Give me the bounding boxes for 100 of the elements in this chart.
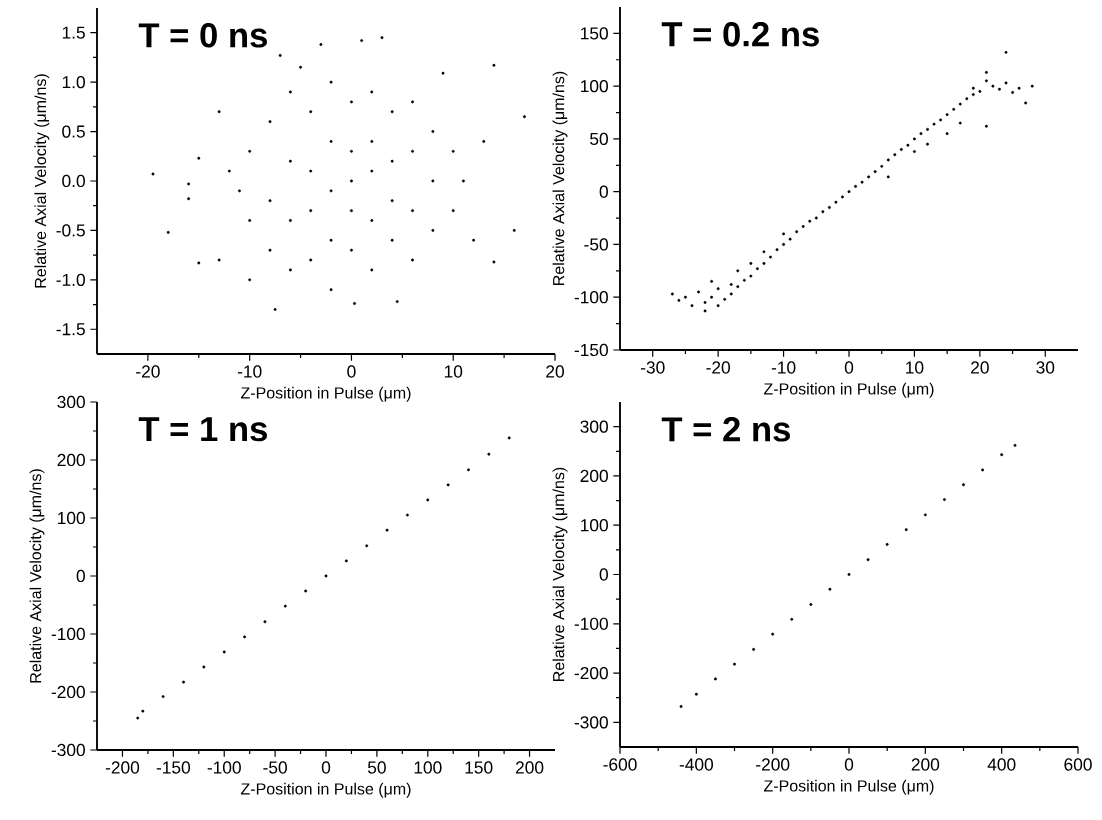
x-axis-title: Z-Position in Pulse (μm) — [240, 782, 411, 798]
y-tick-label: 200 — [57, 453, 85, 467]
y-tick-label: -300 — [51, 743, 85, 757]
x-tick-label: -200 — [105, 761, 140, 774]
point — [771, 632, 775, 636]
x-tick-label: 200 — [911, 758, 940, 771]
point — [809, 603, 813, 607]
y-tick-label: 0 — [599, 185, 608, 198]
x-axis-title: Z-Position in Pulse (μm) — [763, 779, 934, 795]
x-tick-label: -100 — [207, 761, 241, 774]
point — [679, 705, 683, 709]
x-tick-label: 150 — [465, 761, 493, 774]
x-tick-label: -20 — [706, 361, 730, 374]
x-tick-label: -150 — [156, 761, 191, 774]
point — [426, 498, 430, 502]
y-tick-label: 100 — [581, 80, 608, 93]
point — [962, 483, 965, 487]
x-tick-label: 200 — [515, 761, 544, 774]
point — [866, 558, 870, 562]
y-tick-label: 0 — [599, 568, 608, 581]
y-tick-label: 0 — [76, 569, 85, 583]
y-tick-label: -50 — [584, 238, 608, 251]
point — [828, 587, 832, 591]
y-tick-label: -1.5 — [56, 323, 85, 336]
x-tick-label: 0 — [844, 361, 854, 374]
x-tick-label: 20 — [971, 361, 989, 374]
point — [1000, 453, 1004, 457]
point — [161, 695, 165, 699]
point — [847, 573, 851, 576]
x-tick-label: 10 — [906, 361, 924, 374]
point — [141, 709, 145, 713]
x-tick-label: -200 — [756, 758, 790, 771]
x-tick-label: -10 — [237, 365, 262, 378]
y-tick-label: -300 — [574, 716, 608, 729]
point — [222, 650, 226, 654]
point — [1013, 443, 1017, 447]
x-tick-label: 0 — [347, 365, 356, 378]
point — [981, 468, 985, 472]
point — [713, 677, 717, 681]
x-tick-label: -50 — [263, 761, 287, 774]
x-tick-label: 400 — [987, 758, 1016, 771]
y-tick-label: -150 — [574, 343, 608, 357]
y-tick-label: 100 — [581, 519, 608, 532]
x-tick-label: 50 — [367, 761, 386, 774]
x-tick-label: -400 — [679, 758, 714, 771]
point — [904, 528, 908, 532]
point — [136, 716, 140, 720]
y-tick-label: -200 — [51, 685, 85, 699]
point — [385, 528, 389, 532]
y-tick-label: 200 — [580, 469, 608, 483]
chart-title: T = 2 ns — [661, 417, 790, 442]
y-tick-label: 1.0 — [62, 75, 85, 89]
y-tick-label: -0.5 — [56, 224, 85, 237]
chart-title: T = 0.2 ns — [661, 21, 819, 47]
point — [263, 620, 267, 624]
x-tick-label: -30 — [640, 361, 665, 374]
y-axis-title: Relative Axial Velocity (μm/ns) — [29, 469, 45, 683]
y-tick-label: 300 — [57, 395, 85, 409]
x-tick-label: -600 — [603, 758, 637, 771]
point — [790, 617, 794, 621]
y-tick-label: 0.0 — [62, 174, 85, 188]
y-axis-title: Relative Axial Velocity (μm/ns) — [34, 74, 50, 288]
point — [446, 483, 450, 487]
y-axis-title: Relative Axial Velocity (μm/ns) — [552, 467, 568, 681]
chart-title: T = 1 ns — [138, 417, 267, 442]
y-tick-label: 150 — [581, 27, 608, 40]
y-axis-title: Relative Axial Velocity (μm/ns) — [552, 71, 568, 285]
x-tick-label: 0 — [844, 758, 854, 771]
point — [304, 589, 308, 593]
y-tick-label: -1.0 — [56, 273, 85, 286]
x-tick-label: 30 — [1036, 361, 1055, 374]
y-tick-label: -200 — [574, 666, 608, 680]
y-tick-label: 100 — [58, 511, 85, 525]
y-tick-label: 1.5 — [62, 26, 85, 39]
x-tick-label: -20 — [136, 365, 160, 378]
point — [283, 604, 287, 608]
y-tick-label: -100 — [574, 291, 608, 304]
point — [202, 665, 206, 669]
y-tick-label: -100 — [574, 617, 608, 630]
point — [344, 559, 348, 563]
x-tick-label: 20 — [546, 365, 564, 378]
point — [885, 542, 889, 546]
point — [324, 574, 328, 578]
point — [467, 468, 470, 472]
x-tick-label: 600 — [1064, 758, 1092, 771]
point — [405, 513, 409, 517]
point — [182, 680, 185, 684]
y-tick-label: 50 — [590, 132, 608, 146]
y-tick-label: -100 — [51, 627, 85, 641]
x-axis-title: Z-Position in Pulse (μm) — [240, 386, 411, 402]
point — [365, 544, 369, 548]
x-axis-title: Z-Position in Pulse (μm) — [763, 382, 934, 398]
point — [752, 647, 756, 651]
x-tick-label: 100 — [414, 761, 442, 774]
point — [923, 513, 927, 517]
point — [243, 635, 247, 639]
x-tick-label: -10 — [771, 361, 796, 374]
chart-title: T = 0 ns — [138, 23, 267, 48]
point — [942, 498, 946, 502]
point — [733, 662, 736, 666]
